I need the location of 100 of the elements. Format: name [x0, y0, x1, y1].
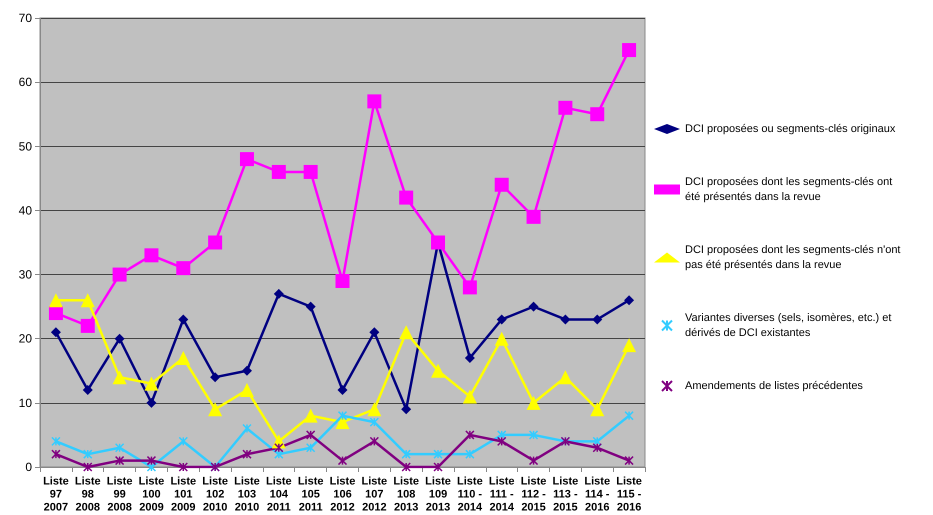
point — [431, 364, 446, 378]
point — [112, 268, 127, 282]
x-tick-label: Liste 112 - 2015 — [520, 476, 546, 514]
x-tick-label: Liste 104 2011 — [266, 476, 292, 514]
point — [306, 302, 316, 312]
point — [624, 295, 634, 306]
point — [370, 436, 380, 446]
legend-label: DCI proposées dont les segments-clés ont été présentés dans la revue — [685, 176, 896, 203]
point — [112, 370, 127, 384]
point — [401, 404, 412, 414]
point — [208, 236, 222, 250]
point — [274, 449, 284, 459]
point — [560, 314, 570, 324]
point — [274, 288, 284, 299]
point — [624, 456, 634, 466]
point — [146, 456, 156, 466]
point — [114, 456, 124, 466]
x-tick-label: Liste 107 2012 — [362, 476, 388, 514]
point — [369, 327, 380, 338]
point — [370, 417, 380, 427]
point — [367, 402, 382, 416]
legend-label: DCI proposées ou segments-clés originaux — [685, 123, 896, 135]
point — [306, 430, 316, 440]
point — [528, 430, 538, 440]
x-tick-label: Liste 110 - 2014 — [457, 476, 483, 514]
x-tick-label: Liste 102 2010 — [202, 476, 228, 514]
y-tick-label: 70 — [18, 11, 32, 25]
point — [338, 385, 348, 396]
point — [144, 376, 158, 391]
point — [494, 332, 509, 346]
point — [590, 402, 604, 416]
point — [240, 152, 254, 166]
point — [465, 449, 475, 459]
point — [83, 462, 93, 472]
point — [178, 314, 188, 324]
point — [178, 436, 188, 446]
point — [210, 372, 220, 382]
point — [624, 410, 634, 420]
point — [464, 352, 475, 363]
x-tick-label: Liste 98 2008 — [74, 476, 101, 514]
legend-label: DCI proposées dont les segments-clés n'ont pas été présentés dans la revue — [685, 244, 904, 271]
point — [528, 456, 538, 466]
point — [465, 430, 475, 440]
point — [178, 462, 188, 472]
point — [592, 436, 602, 446]
point — [114, 334, 125, 344]
point — [558, 100, 572, 115]
point — [82, 385, 93, 396]
point — [494, 178, 509, 192]
point — [83, 449, 93, 459]
point — [80, 293, 95, 308]
point — [526, 210, 541, 224]
point — [590, 107, 604, 122]
x-tick-label: Liste 103 2010 — [234, 476, 260, 514]
point — [176, 261, 190, 276]
y-tick-label: 10 — [18, 396, 32, 410]
point — [242, 366, 252, 376]
point — [496, 436, 506, 446]
point — [304, 408, 318, 423]
point — [401, 462, 411, 472]
point — [401, 449, 411, 459]
x-tick-label: Liste 99 2008 — [106, 476, 132, 514]
point — [462, 280, 477, 294]
point — [367, 94, 382, 108]
point — [240, 383, 254, 398]
point — [592, 443, 602, 453]
point — [176, 350, 190, 365]
point — [51, 436, 61, 446]
point — [48, 293, 63, 308]
x-tick-label: Liste 106 2012 — [330, 476, 356, 514]
y-tick-label: 20 — [18, 332, 32, 346]
point — [274, 443, 284, 453]
x-tick-label: Liste 111 - 2014 — [488, 476, 515, 514]
point — [242, 449, 252, 459]
point — [433, 462, 443, 472]
x-tick-label: Liste 115 - 2016 — [616, 476, 642, 514]
point — [51, 449, 61, 459]
point — [399, 325, 414, 340]
point — [496, 314, 507, 324]
point — [272, 164, 286, 179]
point — [592, 314, 602, 324]
x-tick-label: Liste 109 2013 — [425, 476, 451, 514]
point — [622, 43, 636, 58]
point — [336, 274, 350, 288]
point — [338, 410, 348, 420]
point — [622, 338, 636, 352]
y-tick-label: 60 — [18, 75, 32, 90]
point — [114, 443, 124, 453]
point — [48, 306, 63, 320]
point — [208, 402, 222, 416]
point — [304, 164, 318, 179]
point — [242, 424, 252, 434]
x-tick-label: Liste 101 2009 — [170, 476, 196, 514]
x-tick-label: Liste 108 2013 — [393, 476, 420, 514]
x-tick-label: Liste 105 2011 — [298, 476, 324, 514]
point — [526, 396, 541, 410]
point — [50, 327, 61, 338]
point — [146, 462, 156, 472]
point — [462, 389, 477, 404]
point — [433, 449, 443, 459]
